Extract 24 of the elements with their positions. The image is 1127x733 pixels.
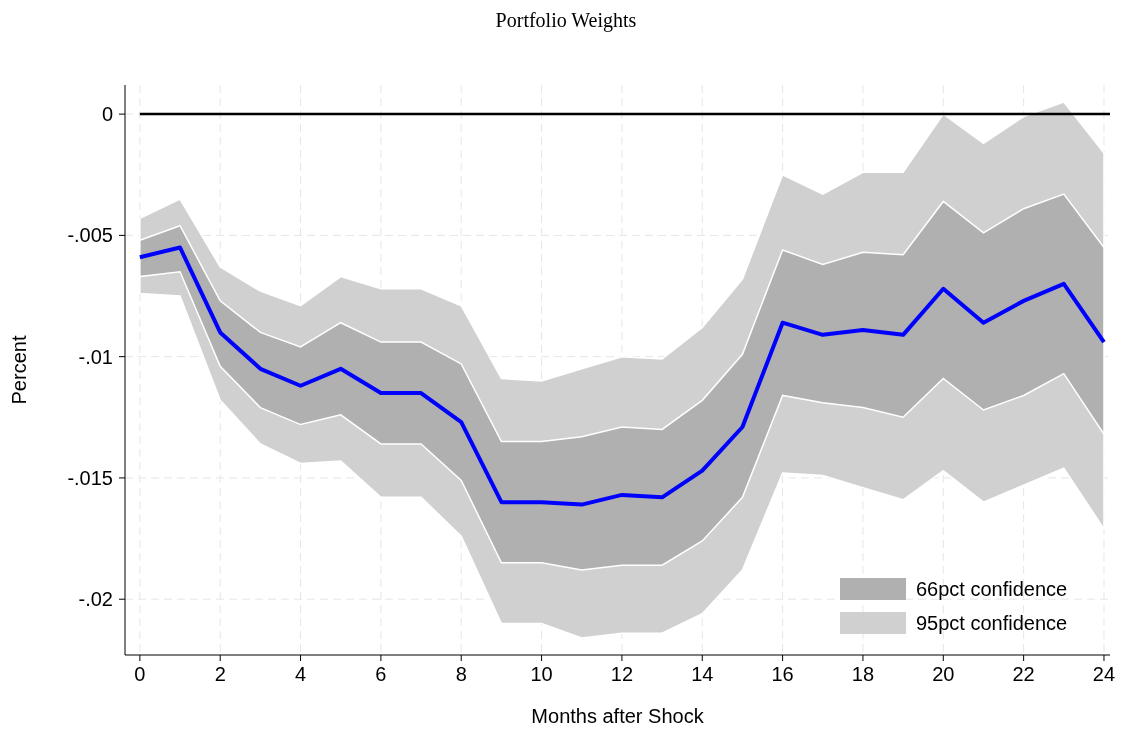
x-tick-label: 8 (455, 663, 467, 685)
x-tick-label: 18 (851, 663, 875, 685)
x-tick-label: 16 (771, 663, 794, 685)
x-axis-title: Months after Shock (531, 705, 705, 727)
x-tick-label: 14 (691, 663, 714, 685)
y-tick-label: -.01 (78, 345, 113, 368)
x-tick-label: 4 (294, 663, 307, 685)
chart-title: Portfolio Weights (495, 9, 637, 32)
x-tick-label: 22 (1012, 663, 1035, 685)
x-tick-label: 0 (134, 663, 146, 685)
y-tick-label: -.015 (67, 466, 113, 489)
y-tick-label: -.005 (67, 224, 113, 247)
legend-label: 66pct confidence (916, 578, 1068, 600)
x-tick-label: 24 (1092, 663, 1116, 685)
y-tick-label: 0 (101, 103, 113, 126)
y-axis-title: Percent (8, 335, 30, 405)
x-tick-label: 2 (214, 663, 226, 685)
x-tick-label: 20 (932, 663, 955, 685)
y-tick-label: -.02 (78, 588, 113, 611)
x-tick-label: 6 (375, 663, 387, 685)
legend-label: 95pct confidence (916, 612, 1068, 634)
line-series (137, 245, 1106, 507)
x-tick-label: 12 (610, 663, 634, 685)
x-tick-label: 10 (530, 663, 553, 685)
